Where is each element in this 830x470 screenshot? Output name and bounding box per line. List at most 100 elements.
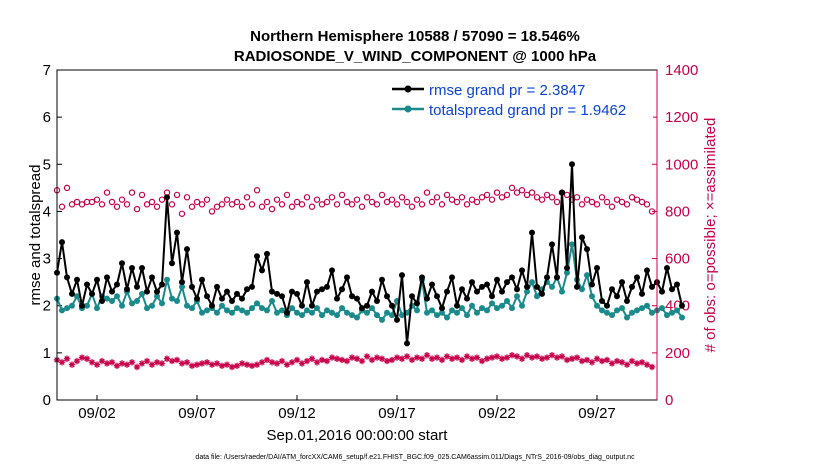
data-point [174,298,180,304]
data-point [229,309,235,316]
data-point [584,246,590,253]
data-point [223,196,231,203]
data-point [373,354,381,361]
data-point [608,360,616,367]
data-point [183,359,191,366]
data-point [78,354,86,361]
data-point [524,283,530,290]
data-point [634,307,640,314]
data-point [603,198,611,206]
data-point [74,293,80,300]
data-point [154,288,160,295]
data-point [128,189,136,196]
data-point [324,283,330,290]
data-point [179,283,185,290]
data-point [208,361,216,368]
data-point [533,353,541,360]
data-point [298,360,306,367]
data-point [424,309,430,316]
data-point [284,309,290,316]
data-point [393,201,401,208]
data-point [439,309,445,316]
data-point [474,288,480,295]
data-point [388,196,396,203]
data-point [328,354,336,361]
data-point [514,286,520,293]
data-point [349,312,355,319]
data-point [468,196,476,203]
data-point [108,198,116,206]
data-point [109,288,115,295]
data-point [83,355,91,362]
data-point [503,191,511,199]
data-point [323,357,331,365]
data-point [188,203,196,210]
data-point [569,161,575,168]
data-point [64,274,70,281]
data-point [444,314,450,321]
data-point [303,194,311,201]
data-point [134,283,140,290]
data-point [633,196,641,203]
data-point [339,305,345,312]
data-point [73,198,81,206]
data-point [348,354,356,361]
data-point [643,201,651,208]
data-point [293,198,301,206]
data-point [483,355,491,362]
data-point [364,309,370,316]
data-point [264,307,270,314]
data-point [189,305,195,312]
data-point [329,267,335,274]
data-point [264,250,270,257]
data-point [364,302,370,309]
data-point [528,189,536,196]
data-point [483,191,491,199]
chart-title-line-2: RADIOSONDE_V_WIND_COMPONENT @ 1000 hPa [234,48,597,65]
data-point [234,305,240,312]
data-point [209,302,215,309]
data-point [84,281,90,288]
data-point [349,293,355,300]
data-point [258,359,266,366]
data-point [319,286,325,293]
data-point [288,203,296,210]
data-point [639,305,645,312]
data-point [118,196,126,203]
data-point [313,359,321,366]
data-point [573,354,581,361]
data-point [408,203,416,210]
data-point [318,356,326,364]
data-point [219,302,225,309]
data-point [168,201,176,208]
data-point [283,191,291,199]
data-point [553,198,561,206]
data-point [644,302,650,309]
data-point [548,194,556,201]
data-point [94,276,100,283]
data-point [389,302,395,309]
data-point [134,298,140,304]
data-point [518,187,526,194]
data-point [88,198,96,206]
data-point [448,196,456,203]
data-point [489,300,495,307]
data-point [113,203,121,210]
data-point [338,191,346,199]
data-point [534,283,540,290]
data-point [623,361,631,368]
data-point [398,355,406,362]
data-point [413,354,421,361]
data-point [273,360,281,367]
data-point [368,198,376,206]
x-tick-label: 09/12 [278,405,316,422]
data-point [129,300,135,307]
data-point [594,265,600,271]
data-point [114,293,120,300]
data-point [623,201,631,208]
data-point [344,309,350,316]
data-point [419,274,425,281]
data-point [594,302,600,309]
series-assimilated-obs [53,352,656,371]
data-point [473,198,481,206]
